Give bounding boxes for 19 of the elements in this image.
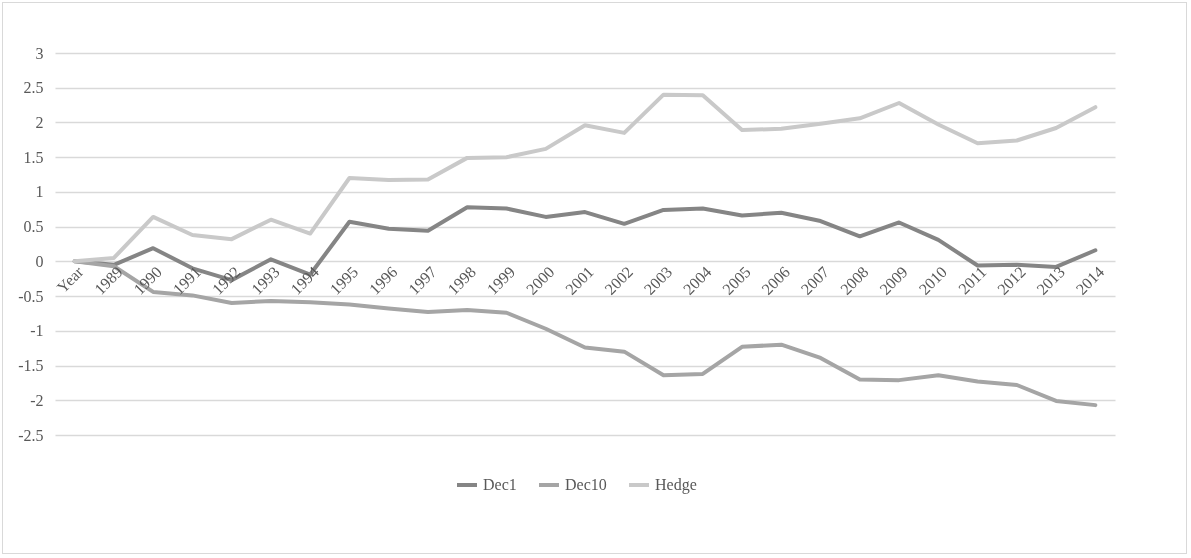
y-tick-label: -1	[30, 322, 44, 340]
y-tick-label: 1	[35, 183, 44, 201]
x-tick-label: 2001	[562, 263, 597, 298]
legend-label: Hedge	[655, 476, 697, 494]
x-tick-label: 2011	[955, 263, 990, 298]
y-tick-label: 0.5	[23, 218, 44, 236]
y-tick-label: 2.5	[23, 79, 44, 97]
x-tick-label: Year	[53, 262, 87, 297]
legend-label: Dec1	[483, 476, 517, 493]
y-tick-label: 0	[35, 252, 44, 270]
y-tick-label: 2	[35, 113, 44, 131]
y-tick-label: -2	[30, 391, 44, 409]
legend-label: Dec10	[565, 476, 607, 493]
y-tick-label: -0.5	[18, 287, 44, 305]
y-tick-label: -2.5	[18, 426, 44, 444]
x-tick-label: 1991	[169, 263, 205, 298]
y-tick-label: 3	[35, 44, 44, 62]
y-tick-label: -1.5	[18, 357, 44, 375]
y-tick-label: 1.5	[23, 148, 44, 166]
